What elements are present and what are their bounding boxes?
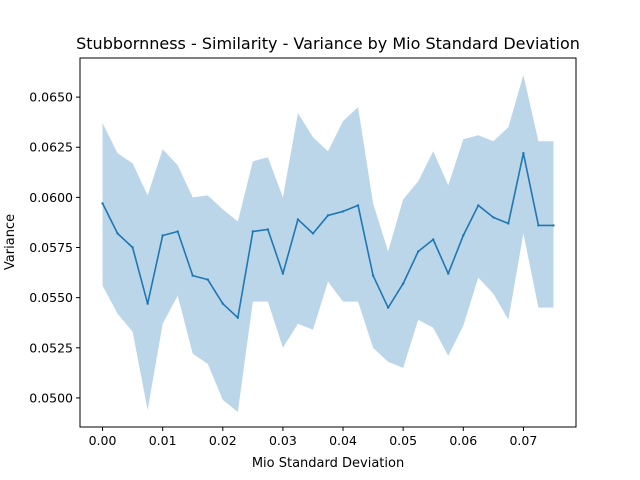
data-point: [281, 272, 285, 275]
x-tick-label: 0.04: [329, 433, 357, 448]
confidence-band-layer: [102, 75, 554, 412]
data-point: [326, 214, 330, 217]
data-point: [416, 250, 420, 253]
data-point: [492, 216, 495, 219]
series-line-layer: [101, 152, 555, 319]
data-point: [447, 272, 450, 275]
x-tick-label: 0.07: [509, 433, 537, 448]
data-point: [116, 232, 119, 235]
y-axis-ticks: 0.0500 0.0525 0.0550 0.0575 0.0600 0.0625 0.06…: [29, 90, 80, 405]
data-point: [341, 210, 345, 213]
data-point: [462, 234, 465, 237]
data-point: [266, 228, 270, 231]
data-point: [311, 232, 315, 235]
x-tick-label: 0.01: [149, 433, 177, 448]
data-point: [537, 224, 540, 227]
x-tick-label: 0.02: [209, 433, 237, 448]
data-point: [161, 234, 164, 237]
data-point: [146, 302, 149, 305]
x-axis-label: Mio Standard Deviation: [252, 456, 404, 471]
data-point: [507, 222, 510, 225]
data-point: [221, 302, 224, 305]
data-point: [176, 230, 179, 233]
data-point: [296, 218, 300, 221]
y-tick-label: 0.0625: [29, 140, 73, 155]
data-point: [432, 238, 435, 241]
y-tick-label: 0.0650: [29, 90, 73, 105]
data-point: [477, 204, 480, 207]
x-tick-label: 0.05: [389, 433, 417, 448]
x-tick-label: 0.03: [269, 433, 297, 448]
y-tick-label: 0.0550: [29, 290, 73, 305]
y-axis-label: Variance: [3, 214, 18, 270]
y-tick-label: 0.0500: [29, 390, 73, 405]
chart-title: Stubbornness - Similarity - Variance by …: [76, 34, 580, 53]
data-point: [401, 282, 405, 285]
confidence-band: [102, 75, 554, 412]
data-point: [522, 152, 525, 155]
y-tick-label: 0.0600: [29, 190, 73, 205]
data-point: [236, 316, 240, 319]
y-tick-label: 0.0525: [29, 340, 73, 355]
data-point: [101, 202, 104, 205]
data-point: [386, 306, 390, 309]
x-tick-label: 0.06: [449, 433, 477, 448]
x-axis-ticks: 0.00 0.01 0.02 0.03 0.04 0.05 0.06 0.07: [89, 427, 537, 448]
data-point: [251, 230, 255, 233]
plot-frame: [79, 57, 577, 428]
x-tick-label: 0.00: [89, 433, 117, 448]
data-point: [371, 274, 375, 277]
data-point: [356, 204, 360, 207]
data-point: [131, 246, 134, 249]
data-point: [206, 278, 209, 281]
data-point: [552, 224, 555, 227]
data-point: [191, 274, 194, 277]
y-tick-label: 0.0575: [29, 240, 73, 255]
